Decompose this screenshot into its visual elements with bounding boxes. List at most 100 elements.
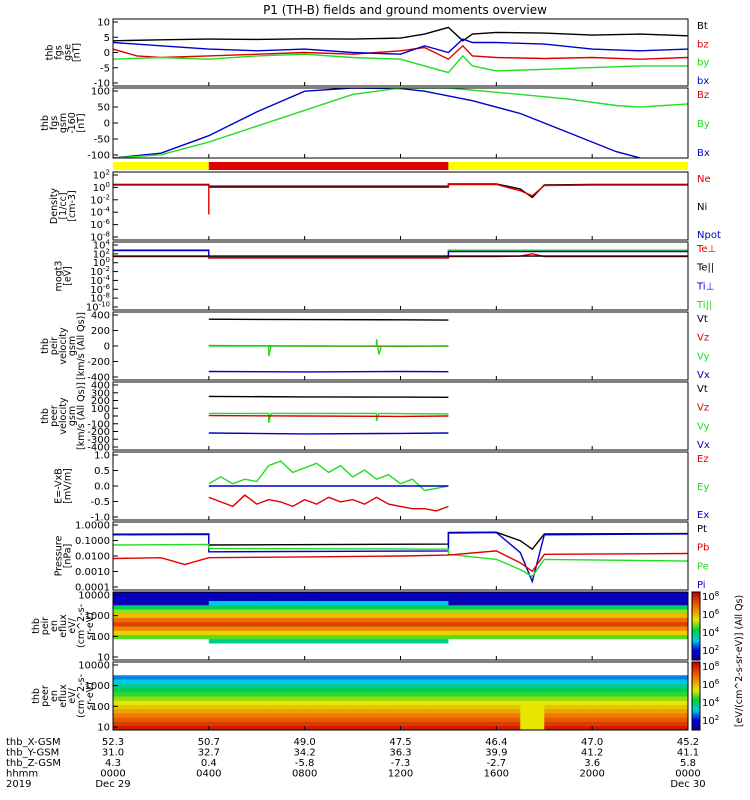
colorbar-cell [692, 679, 700, 682]
y-tick-label: -10 [94, 79, 110, 90]
heatmap-cells [113, 592, 688, 660]
series-lines [113, 26, 688, 74]
series-line-1 [113, 531, 688, 584]
ephem-row-label: thb_X-GSM [6, 737, 61, 748]
legend-Pe: Pe [697, 561, 709, 572]
legend-by: by [697, 58, 709, 69]
series-line-1 [113, 183, 688, 215]
colorbar-cell [692, 637, 700, 641]
y-tick-label: 1000 [85, 681, 110, 692]
y-axis-label: thbpeerenefluxeV/(cm^2-s-sr-eV) [31, 674, 96, 718]
y-axis-label-line: [1/cc] [58, 192, 69, 219]
colorbar-cell [692, 609, 700, 612]
y-axis-label-line: [nPa] [63, 544, 74, 569]
colorbar-cell [692, 658, 700, 661]
y-tick-label: 200 [91, 326, 110, 337]
y-tick-label: 100 [91, 702, 110, 713]
colorbar-cell [692, 626, 700, 629]
colorbar-cell [692, 672, 700, 675]
ephem-value: 47.0 [581, 737, 603, 748]
y-tick-label: -50 [94, 135, 110, 146]
legend-Ne: Ne [697, 174, 711, 185]
legend-Ti||: Ti|| [696, 300, 712, 311]
colorbar-cell [692, 707, 700, 711]
y-tick-label: 1.0 [94, 451, 110, 462]
legend-Vz: Vz [697, 403, 709, 414]
legend-Vy: Vy [697, 421, 710, 432]
ephem-value: 49.0 [294, 737, 316, 748]
legend-Te||: Te|| [696, 263, 714, 274]
colorbar-cell [692, 663, 700, 666]
ephem-value: 0000 [100, 769, 125, 780]
colorbar-cell [692, 617, 700, 620]
y-axis-label: mogt3[eV] [54, 261, 74, 292]
colorbar-cell [692, 692, 700, 695]
colorbar-cell [692, 654, 700, 658]
y-tick-label: 100 [93, 256, 110, 269]
y-tick-label: 0.0010 [75, 567, 110, 578]
legend-Ti⊥: Ti⊥ [696, 281, 714, 292]
y-axis-label: thbpeirvelocitygsm[km/s (All Qs)] [40, 312, 87, 380]
colorbar-cell [692, 728, 700, 731]
y-axis-label-line: thb [40, 338, 51, 354]
panel-peer-spec: 10000100010010thbpeerenefluxeV/(cm^2-s-s… [31, 661, 689, 734]
ephem-value: 0800 [292, 769, 317, 780]
ephem-value: 36.3 [389, 748, 411, 759]
ephem-row-label: thb_Y-GSM [6, 748, 59, 759]
y-tick-label: -0.5 [90, 497, 110, 508]
y-axis-label-line: peer [49, 405, 60, 427]
y-tick-label: -100 [87, 419, 110, 430]
y-tick-label: 10-4 [90, 206, 110, 219]
panel-frame [112, 171, 689, 241]
colorbar-cell [692, 713, 700, 716]
y-axis-label-line: Pressure [54, 536, 65, 577]
series-line-2 [208, 414, 449, 418]
colorbar-cell [692, 624, 700, 627]
y-axis-label: thbpeirenefluxeV/(cm^2-s-sr-eV) [31, 604, 96, 648]
series-lines [113, 531, 688, 584]
legend-bx: bx [697, 76, 709, 87]
panel-mode-bar [113, 162, 688, 170]
y-axis-label-line: thb [45, 45, 56, 61]
series-line-1 [113, 44, 688, 61]
y-axis-label-line: gsm [67, 406, 78, 426]
legend-Vx: Vx [697, 440, 710, 451]
y-tick-label: -5 [100, 63, 110, 74]
y-tick-label: -100 [87, 151, 110, 162]
y-axis-label-line: fgs [54, 45, 65, 59]
y-tick-label: 10-2 [90, 193, 110, 206]
y-axis-label-line: E=-VxB [54, 468, 65, 503]
y-tick-label: 10000 [78, 661, 110, 672]
panel-efield: 1.0 0.5 0.0 -0.5 -1.0 E=-VxB[mV/m] Ez Ey Ex [54, 451, 710, 524]
ephem-value: 0.4 [201, 758, 217, 769]
panel-peir-spec: 10000100010010thbpeirenefluxeV/(cm^2-s-s… [31, 591, 689, 664]
ephem-value: 1200 [388, 769, 413, 780]
legend-Ni: Ni [697, 202, 707, 213]
y-axis-label: thbfgsgse[nT] [45, 43, 83, 62]
colorbar-cell [692, 726, 700, 729]
panel-pressure: 1.00000.10000.01000.00100.0001Pressure[n… [54, 521, 710, 594]
y-axis-label-line: [cm-3] [67, 190, 78, 221]
colorbar-cell [692, 603, 700, 607]
series-line-3 [113, 38, 688, 55]
y-axis-label-line: [nT] [76, 113, 87, 132]
y-tick-label: 0 [104, 412, 110, 423]
colorbar-cell [692, 706, 700, 709]
colorbar-cell [692, 689, 700, 692]
ephem-value: 0000 [675, 769, 700, 780]
y-tick-label: 10-6 [90, 283, 110, 296]
series-line-0 [208, 318, 449, 321]
y-tick-label: 5 [104, 33, 110, 44]
heatmap-cells [113, 662, 688, 730]
ephem-value: 2000 [579, 769, 604, 780]
y-axis-label-line: gsm [67, 336, 78, 356]
ephem-value: 1600 [484, 769, 509, 780]
legend-Pb: Pb [697, 543, 709, 554]
series-lines [113, 249, 688, 259]
y-tick-label: 100 [93, 181, 110, 194]
y-tick-label: -1.0 [90, 513, 110, 524]
series-line-1 [208, 494, 449, 512]
legend-Vx: Vx [697, 370, 710, 381]
colorbar-cell [692, 605, 700, 608]
